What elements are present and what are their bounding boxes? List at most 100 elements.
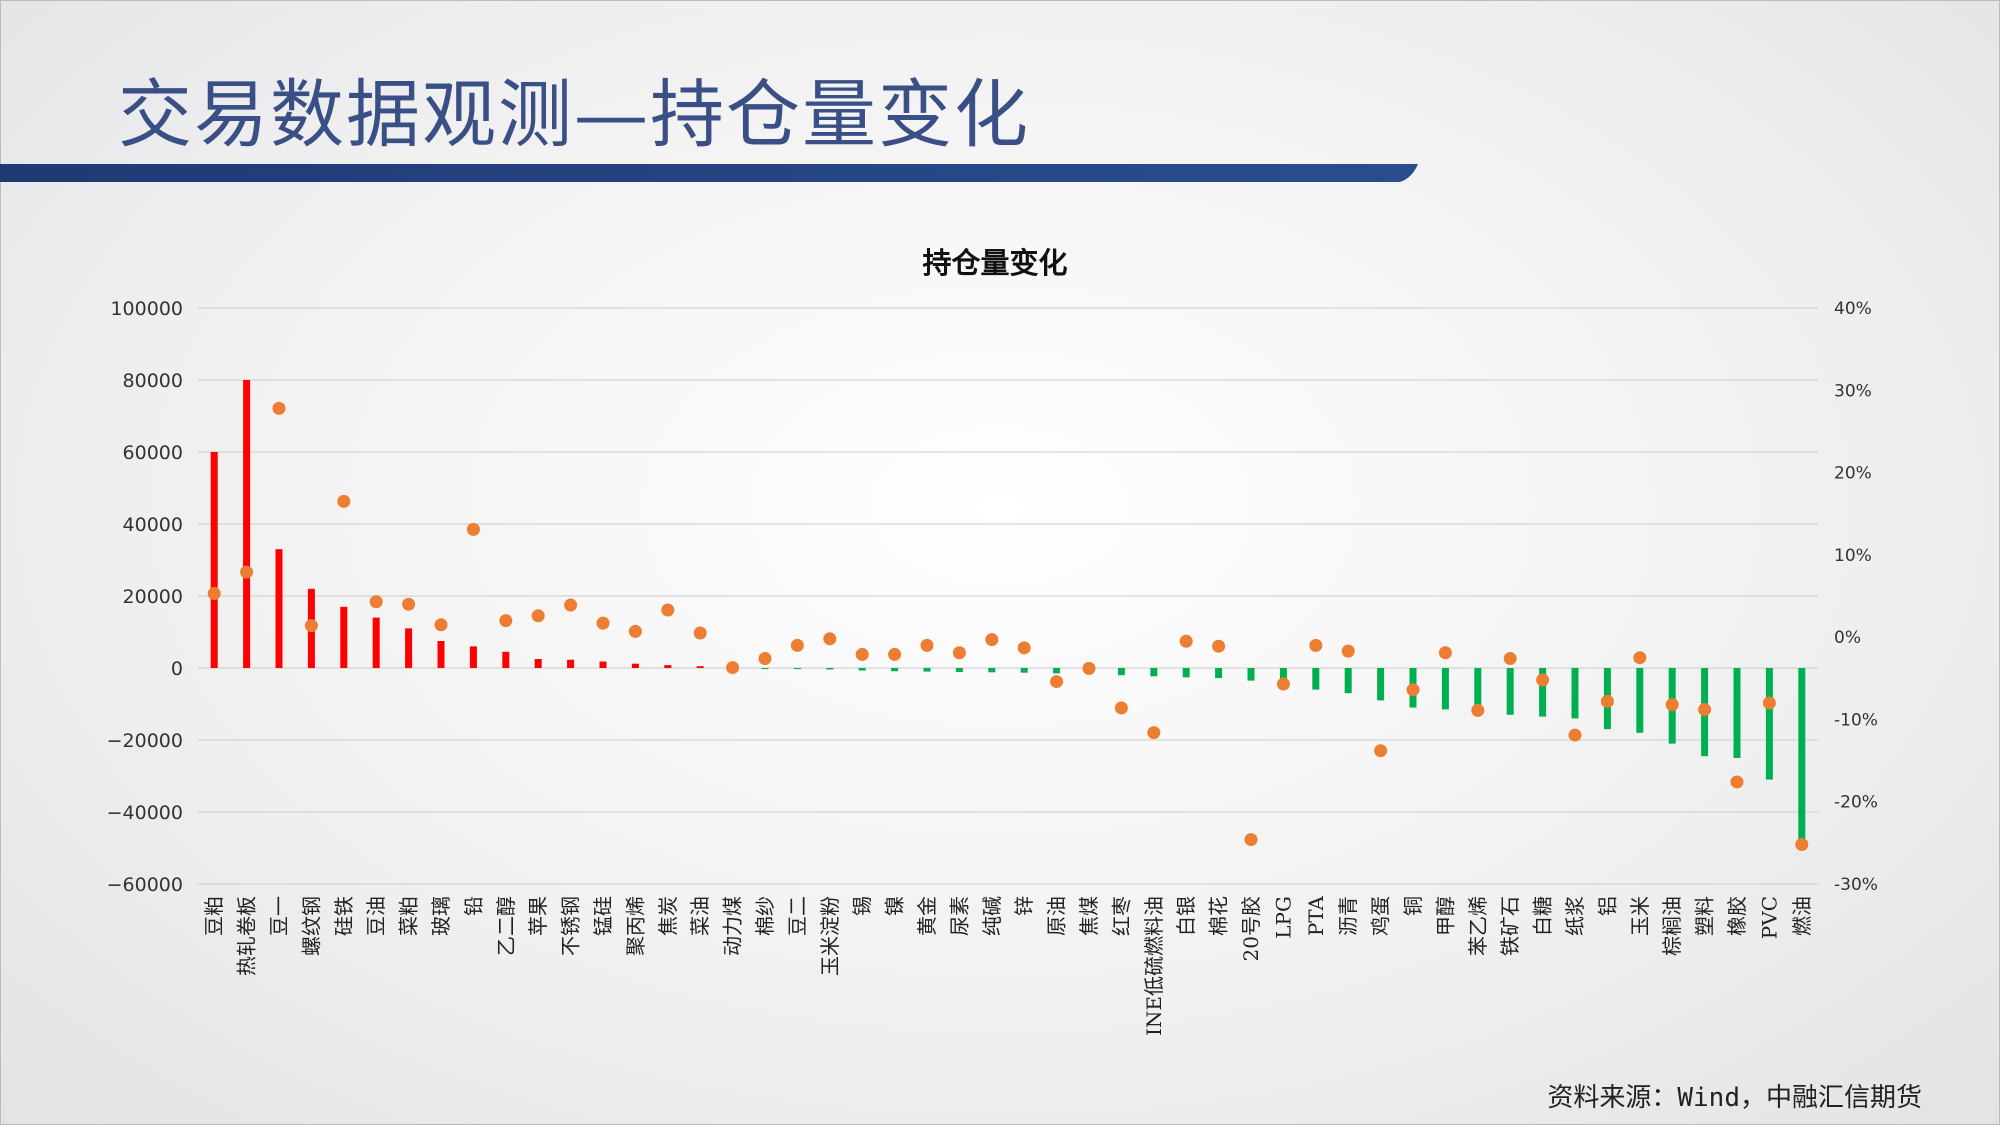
bar-棉纱 — [761, 668, 769, 670]
dot-INE低硫燃料油 — [1147, 726, 1161, 740]
category-label: 锌 — [1012, 896, 1036, 916]
dot-苯乙烯 — [1471, 703, 1485, 717]
y2-tick-label: -10% — [1834, 710, 1878, 730]
dot-玉米淀粉 — [823, 632, 837, 646]
category-label: 镍 — [883, 896, 907, 916]
bar-series — [210, 380, 1806, 845]
y-tick-label: 80000 — [123, 370, 183, 392]
dot-燃油 — [1795, 838, 1809, 852]
bar-尿素 — [955, 668, 963, 672]
dot-豆一 — [272, 401, 286, 415]
dot-LPG — [1276, 677, 1290, 691]
bar-豆二 — [793, 668, 801, 670]
category-label: 鸡蛋 — [1369, 896, 1393, 936]
dot-焦煤 — [1082, 661, 1096, 675]
bar-红枣 — [1117, 668, 1125, 676]
category-label: 豆二 — [785, 896, 809, 936]
source-note: 资料来源：Wind，中融汇信期货 — [1547, 1083, 1922, 1113]
y-tick-label: 60000 — [123, 442, 183, 464]
bar-甲醇 — [1441, 668, 1449, 710]
category-label: 纯碱 — [980, 896, 1004, 936]
category-label: 棉花 — [1207, 896, 1231, 936]
bar-苯乙烯 — [1474, 668, 1482, 712]
y2-tick-label: 10% — [1834, 546, 1872, 566]
y2-tick-label: -20% — [1834, 793, 1878, 813]
slide-title: 交易数据观测—持仓量变化 — [118, 72, 1030, 158]
category-labels: 豆粕 热轧卷板 豆一 螺纹钢 硅铁 豆油 菜粕 玻璃铅乙二醇 苹果 不锈钢 锰硅 聚丙烯 焦炭 菜油 动力煤… — [202, 895, 1814, 1036]
category-label: 铝 — [1595, 896, 1619, 916]
chart-title: 持仓量变化 — [922, 246, 1067, 280]
category-label: 硅铁 — [332, 896, 356, 936]
dot-纸浆 — [1568, 728, 1582, 742]
dot-不锈钢 — [564, 598, 578, 612]
dot-纯碱 — [985, 633, 999, 647]
category-label: 棕榈油 — [1660, 896, 1684, 956]
bar-豆一 — [275, 549, 283, 668]
category-label: 豆油 — [364, 896, 388, 936]
category-label: 热轧卷板 — [235, 896, 259, 976]
category-label: 乙二醇 — [494, 896, 518, 956]
bar-硅铁 — [340, 606, 348, 668]
bar-LPG — [1279, 668, 1287, 685]
dot-红枣 — [1114, 701, 1128, 715]
y-tick-label: 0 — [171, 658, 183, 680]
category-label: 豆一 — [267, 896, 291, 936]
dot-白银 — [1179, 634, 1193, 648]
bar-原油 — [1053, 668, 1061, 674]
bar-玉米 — [1636, 668, 1644, 733]
category-label: 锰硅 — [591, 896, 615, 936]
dot-螺纹钢 — [304, 619, 318, 633]
category-label: 铜 — [1401, 896, 1425, 916]
bar-PVC — [1765, 668, 1773, 780]
bar-INE低硫燃料油 — [1150, 668, 1158, 677]
category-label: PTA — [1304, 895, 1328, 936]
bar-沥青 — [1344, 668, 1352, 694]
category-label: LPG — [1271, 896, 1295, 939]
bar-焦炭 — [664, 665, 672, 668]
category-label: 动力煤 — [721, 896, 745, 956]
left-axis-tick-labels: 100000 80000 60000 40000 20000 0 −20000 −40000 −… — [107, 298, 183, 896]
category-label: 纸浆 — [1563, 896, 1587, 936]
bar-菜粕 — [405, 628, 413, 668]
category-label: 不锈钢 — [559, 896, 583, 956]
category-label: 苹果 — [526, 896, 550, 936]
dot-棉花 — [1212, 639, 1226, 653]
bar-不锈钢 — [567, 659, 575, 668]
dot-黄金 — [920, 638, 934, 652]
bar-20号胶 — [1247, 668, 1255, 681]
category-label: 豆粕 — [202, 896, 226, 936]
category-label: PVC — [1757, 896, 1781, 939]
dot-豆油 — [369, 595, 383, 609]
category-label: 塑料 — [1693, 896, 1717, 936]
bar-纯碱 — [988, 668, 996, 673]
dot-锡 — [855, 647, 869, 661]
category-label: 聚丙烯 — [623, 896, 647, 956]
bar-PTA — [1312, 668, 1320, 690]
dot-PVC — [1762, 696, 1776, 710]
dot-铝 — [1600, 694, 1614, 708]
dot-原油 — [1050, 675, 1064, 689]
bar-白糖 — [1539, 668, 1547, 717]
bar-橡胶 — [1733, 668, 1741, 758]
bar-镍 — [891, 668, 899, 672]
y-tick-label: 40000 — [123, 514, 183, 536]
dot-白糖 — [1536, 673, 1550, 687]
bar-豆粕 — [210, 452, 218, 668]
category-label: 棉纱 — [753, 896, 777, 936]
dot-PTA — [1309, 638, 1323, 652]
chart-gridlines — [198, 307, 1818, 885]
category-label: 铅 — [461, 896, 485, 916]
dot-20号胶 — [1244, 833, 1258, 847]
dot-沥青 — [1341, 644, 1355, 658]
dot-鸡蛋 — [1374, 744, 1388, 758]
dot-乙二醇 — [499, 614, 513, 628]
bar-铁矿石 — [1506, 668, 1514, 715]
dot-镍 — [888, 647, 902, 661]
bar-苹果 — [534, 659, 542, 668]
dot-玻璃 — [434, 618, 448, 632]
y-tick-label: −20000 — [107, 730, 183, 752]
category-label: 燃油 — [1790, 896, 1814, 936]
category-label: 红枣 — [1109, 896, 1133, 936]
y-tick-label: −60000 — [107, 874, 183, 896]
dot-尿素 — [952, 646, 966, 660]
